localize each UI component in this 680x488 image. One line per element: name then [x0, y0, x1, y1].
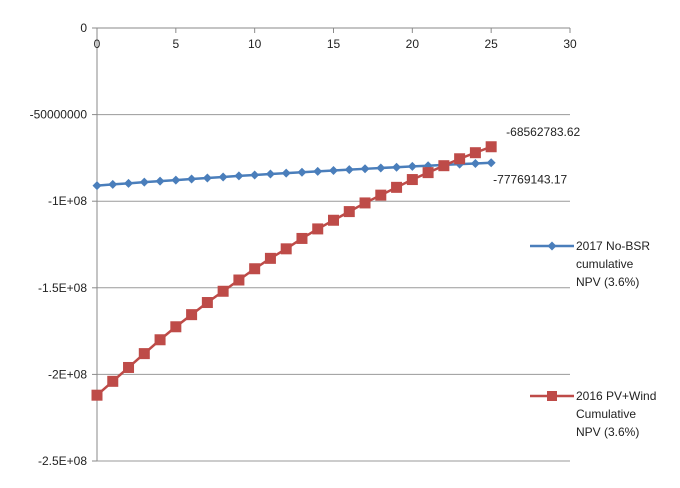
- x-tick-label: 5: [172, 37, 179, 51]
- gridlines: [97, 114, 570, 462]
- data-label-red-end: -68562783.62: [506, 125, 580, 139]
- legend-label-1: 2017 No-BSR: [576, 239, 650, 253]
- data-label-blue-end: -77769143.17: [493, 173, 567, 187]
- legend-marker-diamond: [547, 241, 557, 251]
- data-point: [201, 297, 213, 309]
- data-point: [265, 169, 275, 179]
- data-point: [296, 232, 308, 244]
- y-tick-label: -2E+08: [48, 367, 87, 381]
- y-tick-label: -1E+08: [48, 194, 87, 208]
- series-line-2: [96, 145, 492, 397]
- data-point: [454, 153, 466, 165]
- legend-label-2: Cumulative: [576, 407, 636, 421]
- data-point: [281, 168, 291, 178]
- data-labels: -68562783.62 -77769143.17: [493, 125, 580, 187]
- y-tick-label: -2.5E+08: [38, 454, 87, 468]
- data-point: [486, 158, 496, 168]
- data-point: [376, 163, 386, 173]
- data-point: [108, 179, 118, 189]
- data-point: [264, 252, 276, 264]
- y-tick-label: -1.5E+08: [38, 281, 87, 295]
- data-point: [328, 214, 339, 226]
- data-point: [312, 223, 324, 235]
- data-point: [233, 274, 245, 286]
- data-point: [485, 141, 497, 153]
- data-point: [186, 309, 198, 321]
- data-point: [470, 158, 480, 168]
- data-point: [187, 174, 197, 184]
- data-point: [406, 174, 418, 186]
- data-point: [392, 162, 402, 172]
- series: [91, 141, 497, 401]
- x-tick-label: 20: [406, 37, 420, 51]
- data-point: [422, 167, 434, 179]
- data-point: [407, 161, 417, 171]
- data-point: [313, 166, 323, 176]
- data-point: [107, 375, 119, 387]
- y-tick-label: 0: [80, 21, 87, 35]
- x-tick-label: 10: [248, 37, 262, 51]
- data-point: [329, 166, 338, 176]
- data-point: [218, 172, 228, 182]
- data-point: [344, 165, 354, 175]
- data-point: [138, 348, 150, 360]
- data-point: [375, 189, 387, 201]
- x-tick-label: 0: [94, 37, 101, 51]
- legend-label-1: NPV (3.6%): [576, 275, 639, 289]
- data-point: [297, 167, 307, 177]
- axes: 0 -50000000 -1E+08 -1.5E+08 -2E+08 -2.5E+08 0 5…: [30, 21, 577, 468]
- data-point: [234, 171, 244, 181]
- data-point: [343, 206, 355, 218]
- legend-marker-square: [547, 391, 557, 401]
- data-point: [280, 243, 292, 255]
- data-point: [155, 176, 165, 186]
- data-point: [469, 147, 481, 159]
- data-point: [154, 334, 166, 346]
- x-tick-label: 15: [327, 37, 341, 51]
- data-point: [91, 389, 103, 401]
- data-point: [438, 160, 450, 172]
- data-point: [360, 164, 370, 174]
- data-point: [217, 285, 229, 297]
- x-tick-label: 25: [484, 37, 498, 51]
- legend: 2017 No-BSR cumulative NPV (3.6%) 2016 PV+W…: [530, 239, 656, 439]
- data-point: [249, 263, 261, 275]
- legend-label-2: NPV (3.6%): [576, 425, 639, 439]
- data-point: [171, 175, 181, 185]
- data-point: [359, 197, 371, 209]
- data-point: [250, 170, 260, 180]
- data-point: [92, 181, 102, 191]
- data-point: [124, 178, 134, 188]
- data-point: [170, 321, 182, 333]
- legend-label-1: cumulative: [576, 257, 634, 271]
- data-point: [391, 181, 403, 193]
- legend-label-2: 2016 PV+Wind: [576, 389, 656, 403]
- x-tick-label: 30: [563, 37, 577, 51]
- data-point: [139, 177, 149, 187]
- data-point: [202, 173, 212, 183]
- y-tick-label: -50000000: [30, 108, 88, 122]
- data-point: [123, 361, 135, 373]
